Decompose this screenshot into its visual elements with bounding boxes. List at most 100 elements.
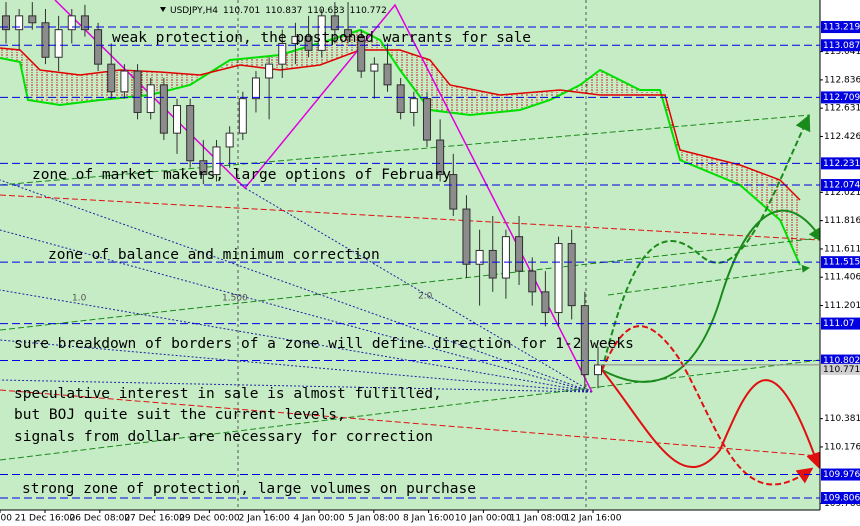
candle-body [396,84,405,113]
trend-line [0,359,820,461]
forecast-path [607,264,810,296]
level-label-box [821,354,860,367]
candle-body [475,249,484,265]
candle-body [515,236,524,272]
bid-label: 110.771 [823,365,860,375]
fan-label: 2.0 [418,292,433,302]
candle-body [2,15,10,31]
level-label: 112.231 [823,159,860,169]
ichimoku-cloud [0,30,800,265]
x-tick-label: 5 Jan 08:00 [348,514,400,524]
x-tick-label: 11 Jan 08:00 [510,514,567,524]
forecast-path [601,209,820,383]
y-tick-label: 110.381 [824,414,860,424]
candle-body [159,84,168,134]
candle-body [383,63,392,86]
candle-body [199,160,208,176]
close-value: 110.772 [350,6,387,16]
y-tick-label: 112.021 [824,188,860,198]
candle-body [422,98,431,141]
level-label: 113.087 [823,41,860,51]
time-axis-background [0,510,820,526]
level-label: 109.976 [823,470,860,480]
candle-body [317,15,326,51]
trend-line [0,114,811,186]
level-label-box [821,21,860,34]
candle-body [462,208,471,265]
forecast-path [601,369,820,469]
level-label: 113.219 [823,23,860,33]
candle-body [67,15,76,31]
candle-body [80,15,89,31]
candle-body [265,63,274,79]
y-tick-label: 111.406 [824,273,860,283]
high-value: 110.837 [265,6,302,16]
chart-header: USDJPY,H4 110.701 110.837 110.633 110.772 [170,6,387,16]
y-tick-label: 111.201 [824,301,860,311]
y-tick-label: 109.766 [824,499,860,509]
candle-body [278,42,287,65]
symbol: USDJPY,H4 [170,6,218,16]
x-tick-label: 2 Jan 16:00 [239,514,291,524]
candle-body [186,105,195,162]
forecast-path [601,325,814,486]
candles [2,2,602,389]
candle-body [146,84,155,113]
level-label: 112.709 [823,93,860,103]
candle-body [133,70,142,113]
x-tick-label: 12 Jan 16:00 [565,514,622,524]
senkou-span-a [0,47,801,201]
candle-body [436,139,445,176]
y-tick-label: 113.041 [824,47,860,57]
candle-body [567,243,576,307]
annotation: but BOJ quite suit the current levels, [14,407,346,423]
bid-label-box [821,363,860,375]
level-label-box [821,256,860,269]
trend-line [0,389,820,457]
forecast-path [601,114,811,371]
dropdown-icon [160,7,166,12]
fan-label: 1.0 [72,294,87,304]
fan-label: 1.500 [222,294,248,304]
x-tick-label: 29 Dec 00:00 [179,514,240,524]
low-value: 110.633 [307,6,344,16]
candle-body [225,132,234,148]
annotation: signals from dollar are necessary for co… [14,429,433,445]
level-label-box [821,179,860,192]
candle-body [238,98,247,134]
candle-body [580,305,589,376]
trend-line [0,194,820,241]
candle-body [344,29,353,38]
candle-body [554,243,563,314]
candle-body [173,105,182,134]
annotation: strong zone of protection, large volumes… [22,481,476,497]
y-tick-label: 110.176 [824,442,860,452]
candle-body [54,29,63,58]
candle-body [41,22,50,58]
candle-body [357,36,366,72]
candle-body [304,36,313,51]
annotations: weak protection, the postponed warrants … [14,30,634,497]
level-label: 111.07 [823,319,855,329]
candle-body [501,236,510,279]
level-label-box [821,157,860,170]
x-tick-label: 8 Jan 16:00 [403,514,455,524]
annotation: speculative interest in sale is almost f… [14,386,442,402]
annotation: zone of balance and minimum correction [48,247,380,263]
level-label-box [821,468,860,481]
level-label-box [821,491,860,504]
candle-body [15,15,24,31]
y-tick-label: 111.611 [824,244,860,254]
candle-body [488,249,497,279]
x-tick-label: 21 Dec 16:00 [15,514,76,524]
candle-body [594,364,602,376]
x-tick-label: 26 Dec 08:00 [70,514,131,524]
fan-lines [0,179,593,393]
level-label: 110.802 [823,356,860,366]
x-tick-label: 16:00 [0,514,12,524]
x-tick-label: 4 Jan 00:00 [293,514,345,524]
candle-body [291,36,300,44]
level-label: 109.806 [823,493,860,503]
candle-body [330,15,339,31]
